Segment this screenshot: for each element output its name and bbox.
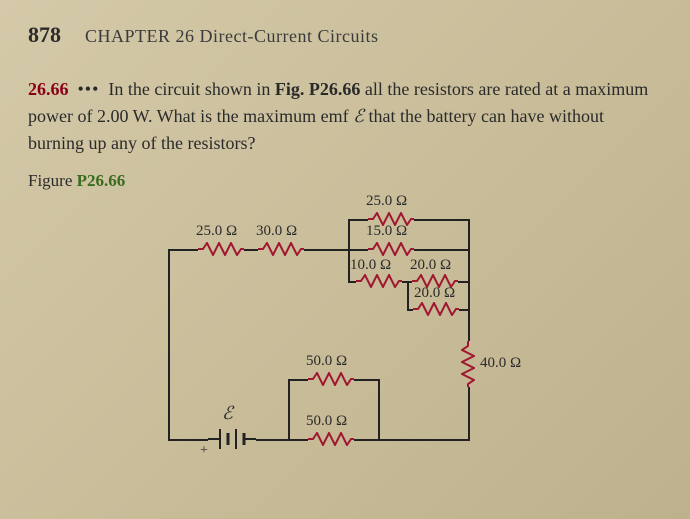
- label-r3: 25.0 Ω: [366, 193, 407, 210]
- label-r4: 15.0 Ω: [366, 223, 407, 240]
- figure-label-prefix: Figure: [28, 171, 77, 190]
- battery-icon: [208, 425, 256, 458]
- emf-label: ℰ: [222, 403, 233, 424]
- resistor-r4: [368, 242, 414, 256]
- resistor-r7: [413, 302, 459, 316]
- resistor-r9: [308, 432, 354, 446]
- battery-plus: +: [200, 443, 208, 459]
- label-r5: 10.0 Ω: [350, 257, 391, 274]
- difficulty-dots: •••: [78, 79, 100, 99]
- label-r1: 25.0 Ω: [196, 223, 237, 240]
- problem-number: 26.66: [28, 79, 69, 99]
- figure-label: Figure P26.66: [28, 171, 662, 191]
- label-r6: 20.0 Ω: [410, 257, 451, 274]
- label-r8: 50.0 Ω: [306, 353, 347, 370]
- label-r7: 20.0 Ω: [414, 285, 455, 302]
- label-r10: 40.0 Ω: [480, 355, 521, 372]
- figure-reference: Fig. P26.66: [275, 79, 361, 99]
- problem-text-1: In the circuit shown in: [108, 79, 274, 99]
- label-r9: 50.0 Ω: [306, 413, 347, 430]
- label-r2: 30.0 Ω: [256, 223, 297, 240]
- problem-statement: 26.66 ••• In the circuit shown in Fig. P…: [28, 76, 662, 157]
- chapter-title: CHAPTER 26 Direct-Current Circuits: [85, 26, 378, 47]
- resistor-r10: [461, 341, 475, 387]
- page-number: 878: [28, 22, 61, 48]
- resistor-r1: [198, 242, 244, 256]
- emf-symbol: ℰ: [353, 106, 364, 126]
- resistor-r5: [356, 274, 402, 288]
- circuit-diagram: 25.0 Ω 30.0 Ω 25.0 Ω 15.0 Ω 10.0 Ω 20.0 …: [168, 199, 588, 464]
- resistor-r8: [308, 372, 354, 386]
- figure-label-number: P26.66: [77, 171, 126, 190]
- page-header: 878 CHAPTER 26 Direct-Current Circuits: [28, 22, 662, 48]
- resistor-r2: [258, 242, 304, 256]
